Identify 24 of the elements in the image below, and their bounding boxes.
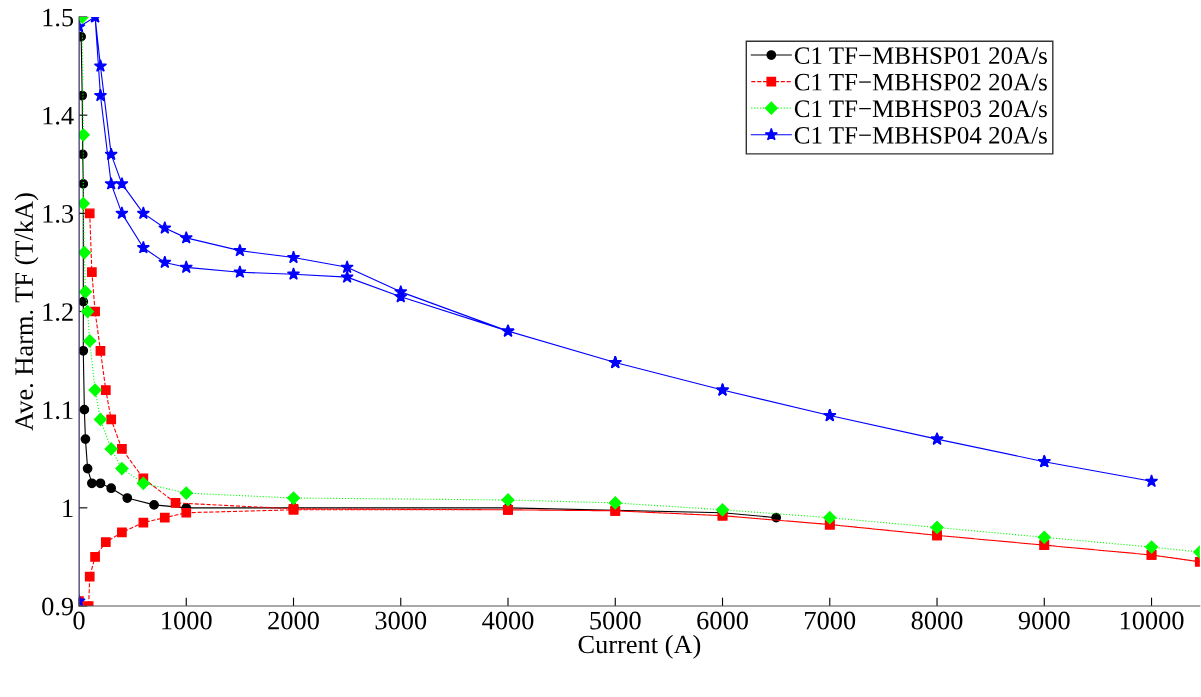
y-axis-title: Ave. Harm. TF (T/kA): [14, 193, 39, 431]
y-tick-label: 0.9: [42, 597, 74, 616]
y-tick-label: 1.5: [43, 8, 74, 27]
x-tick-label: 5000: [590, 611, 641, 630]
legend-label: C1 TF−MBHSP04 20A/s: [794, 126, 1047, 144]
y-tick-label: 1.1: [43, 401, 73, 420]
y-tick-label: 1: [63, 499, 73, 517]
x-tick-label: 4000: [482, 611, 534, 630]
x-tick-label: 2000: [268, 611, 319, 630]
legend-label: C1 TF−MBHSP02 20A/s: [794, 73, 1047, 91]
y-tick-label: 1.4: [43, 106, 74, 125]
x-tick-label: 8000: [911, 611, 963, 630]
y-tick-label: 1.2: [43, 303, 73, 322]
y-tick-label: 1.3: [43, 205, 74, 223]
x-tick-label: 9000: [1018, 611, 1070, 630]
x-tick-label: 3000: [375, 611, 427, 630]
legend-label: C1 TF−MBHSP03 20A/s: [794, 100, 1047, 118]
x-tick-label: 10000: [1120, 611, 1184, 630]
x-tick-label: 6000: [697, 611, 748, 630]
legend-label: C1 TF−MBHSP01 20A/s: [794, 47, 1047, 65]
x-axis-title: Current (A): [578, 634, 701, 659]
x-tick-label: 7000: [805, 611, 856, 630]
x-tick-label: 1000: [162, 611, 212, 630]
x-tick-label: 0: [73, 611, 85, 630]
